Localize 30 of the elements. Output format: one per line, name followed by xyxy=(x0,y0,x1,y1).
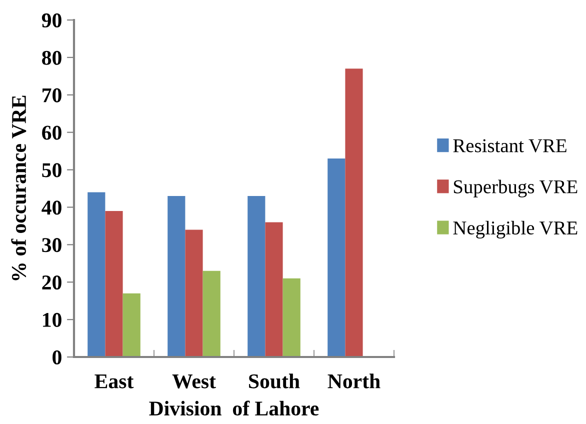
y-tick-label: 90 xyxy=(42,13,62,28)
bar xyxy=(282,278,300,357)
y-axis-title: % of occurance VRE xyxy=(11,96,26,280)
bar xyxy=(88,192,106,357)
y-tick-label: 50 xyxy=(42,163,62,178)
x-tick-label: South xyxy=(249,374,300,388)
y-tick-label: 20 xyxy=(42,275,62,290)
bar xyxy=(248,196,266,357)
legend-label: Superbugs VRE xyxy=(454,180,578,198)
bar xyxy=(185,230,203,357)
x-tick-label: North xyxy=(328,374,380,388)
y-tick-label: 10 xyxy=(43,312,62,327)
bar xyxy=(345,68,363,357)
y-tick-label: 70 xyxy=(42,88,62,102)
y-tick-label: 40 xyxy=(42,200,62,215)
legend-label: Resistant VRE xyxy=(453,139,566,152)
bar xyxy=(265,222,283,357)
x-tick-label: East xyxy=(94,374,134,388)
bar xyxy=(202,270,220,357)
y-tick-label: 0 xyxy=(52,350,62,364)
bar xyxy=(328,158,346,357)
bar xyxy=(168,196,186,357)
bar xyxy=(122,293,140,357)
x-tick-label: West xyxy=(172,374,216,388)
y-tick-label: 60 xyxy=(42,126,62,140)
bar xyxy=(105,210,123,357)
y-tick-label: 30 xyxy=(42,238,62,252)
legend-label: Negligible VRE xyxy=(453,220,578,239)
y-tick-label: 80 xyxy=(42,50,62,65)
x-axis-title: Division of Lahore xyxy=(149,400,319,416)
